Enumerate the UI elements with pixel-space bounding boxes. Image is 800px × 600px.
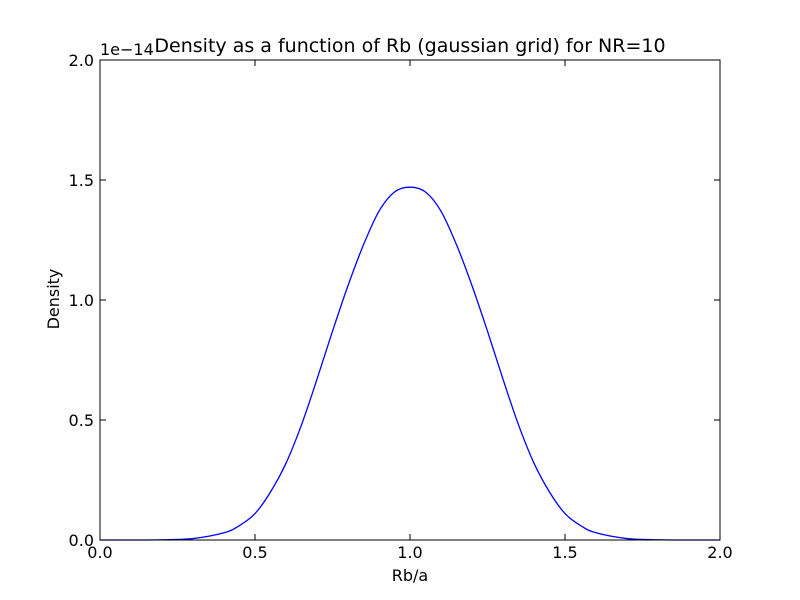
x-tick-label-1: 0.5	[242, 543, 267, 562]
y-offset-text: 1e−14	[100, 40, 154, 59]
y-tick-label-2: 1.0	[69, 291, 94, 310]
y-tick-label-0: 0.0	[69, 531, 94, 550]
x-tick-label-3: 1.5	[552, 543, 577, 562]
ticks: 0.0 0.5 1.0 1.5 2.0 0.0 0.5 1.0 1.5 2.0	[69, 51, 733, 562]
y-tick-label-1: 0.5	[69, 411, 94, 430]
chart-title: Density as a function of Rb (gaussian gr…	[154, 35, 665, 57]
x-axis-label: Rb/a	[392, 566, 428, 585]
x-tick-label-4: 2.0	[707, 543, 732, 562]
series-line-0	[99, 186, 721, 541]
y-tick-label-3: 1.5	[69, 171, 94, 190]
plot-area	[99, 186, 721, 541]
y-axis-label: Density	[44, 269, 63, 330]
x-tick-label-0: 0.0	[87, 543, 112, 562]
x-tick-label-2: 1.0	[397, 543, 422, 562]
y-tick-label-4: 2.0	[69, 51, 94, 70]
